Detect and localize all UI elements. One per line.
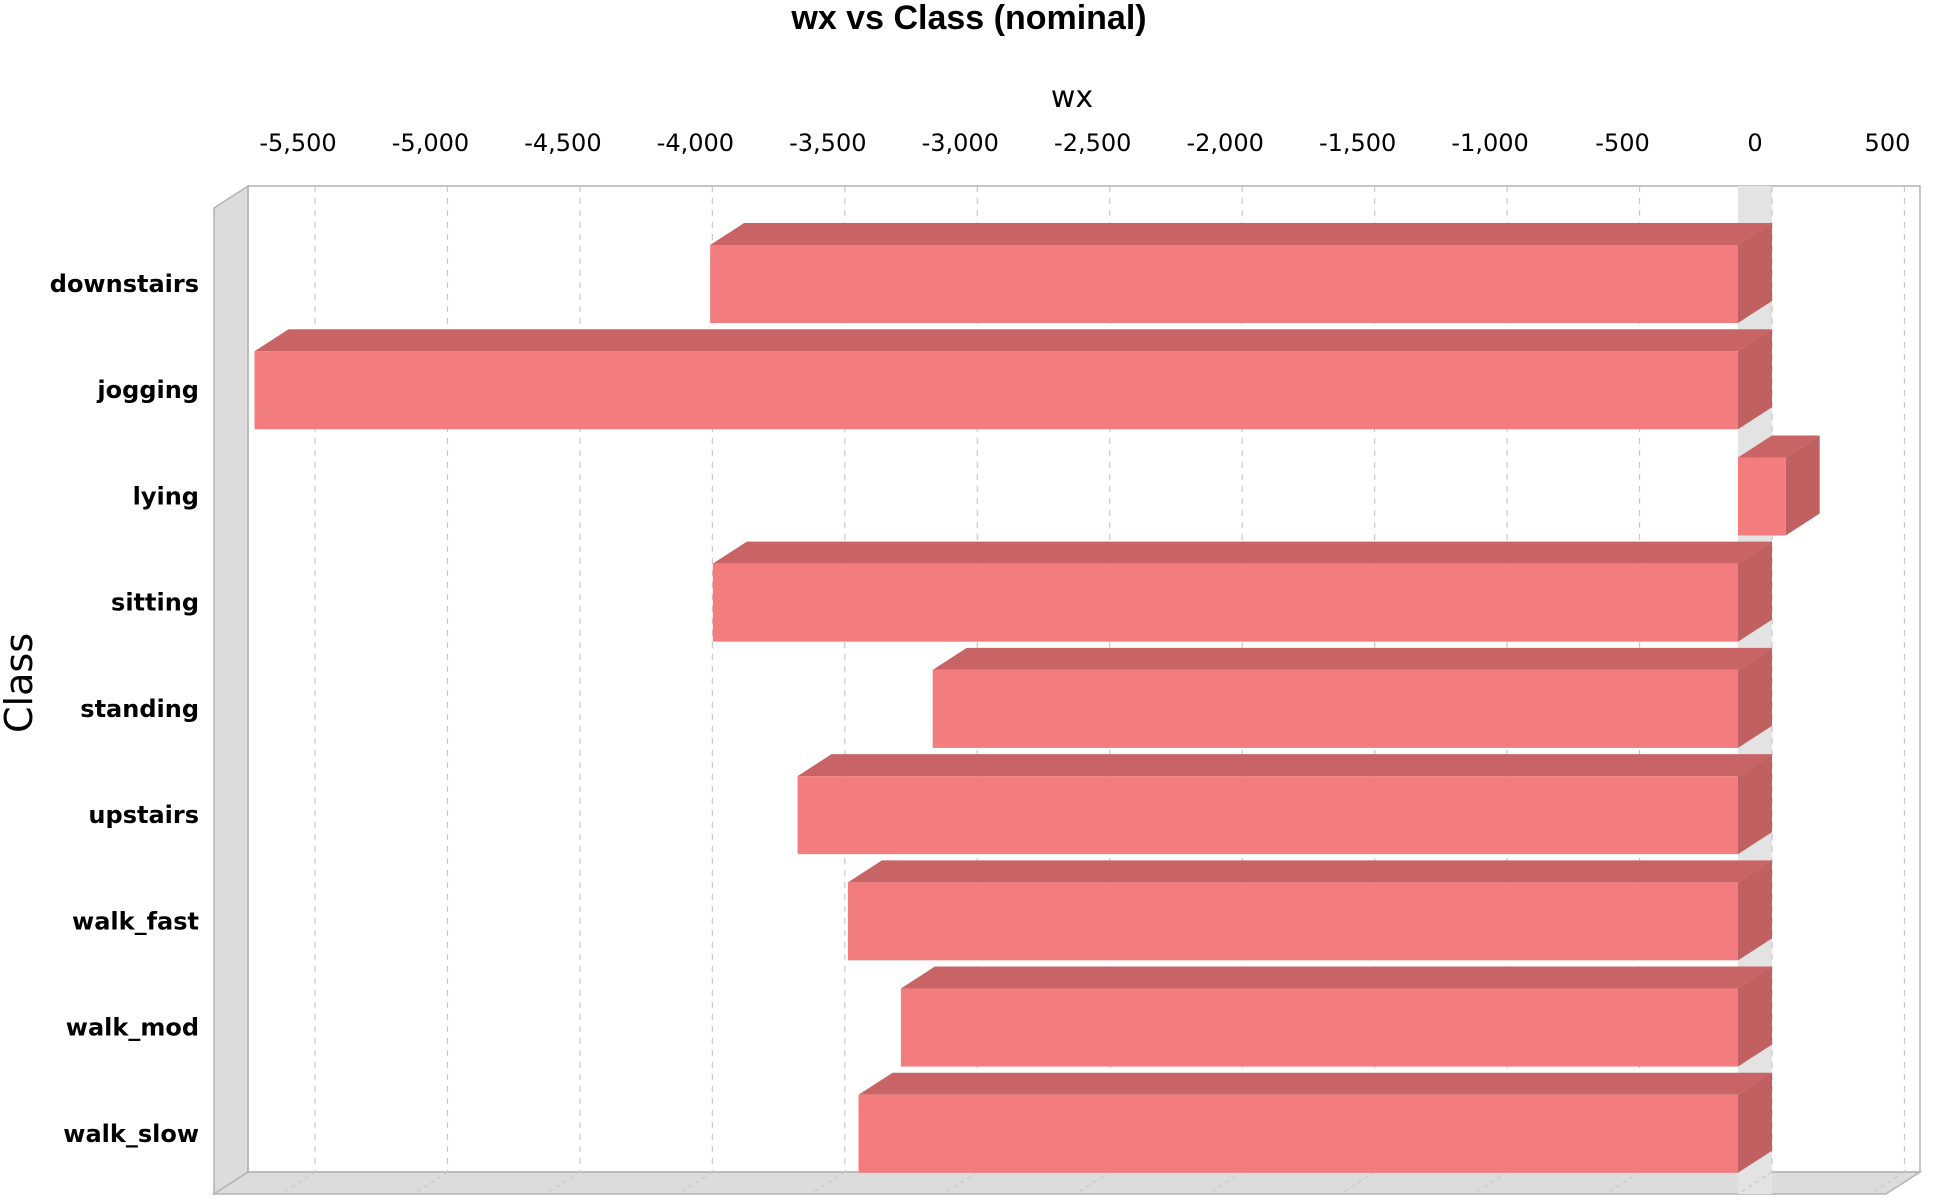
bar-walk-slow [859, 1073, 1772, 1173]
bars [255, 223, 1820, 1173]
bar-downstairs [710, 223, 1772, 323]
bar-top-face [798, 754, 1772, 776]
x-tick-label: -2,500 [1054, 129, 1131, 157]
bar-top-face [859, 1073, 1772, 1095]
x-tick-label: -2,000 [1186, 129, 1263, 157]
bar-front-face [901, 989, 1738, 1067]
bar-walk-fast [848, 860, 1772, 960]
category-label-walk-slow: walk_slow [63, 1120, 199, 1148]
x-tick-label: 500 [1865, 129, 1911, 157]
category-label-upstairs: upstairs [88, 801, 199, 829]
y-axis-label: Class [0, 633, 41, 733]
x-tick-label: 0 [1747, 129, 1762, 157]
x-tick-label: -500 [1595, 129, 1649, 157]
bar-standing [933, 648, 1772, 748]
chart-container: -5,500 -5,000 -4,500 -4,000 -3,500 -3,000 -2,5… [0, 0, 1938, 1202]
bar-front-face [255, 351, 1738, 429]
bar-top-face [933, 648, 1772, 670]
x-tick-label: -5,000 [392, 129, 469, 157]
x-tick-label: -5,500 [259, 129, 336, 157]
bar-top-face [713, 542, 1772, 564]
bar-jogging [255, 329, 1772, 429]
bar-front-face [713, 564, 1738, 642]
bar-walk-mod [901, 967, 1772, 1067]
category-label-walk-mod: walk_mod [66, 1014, 199, 1042]
category-label-sitting: sitting [111, 589, 199, 617]
category-label-walk-fast: walk_fast [72, 907, 199, 935]
x-tick-label: -4,000 [657, 129, 734, 157]
bar-top-face [710, 223, 1772, 245]
x-tick-label: -1,500 [1319, 129, 1396, 157]
category-label-jogging: jogging [96, 376, 199, 404]
left-wall [214, 186, 248, 1194]
bar-top-face [901, 967, 1772, 989]
bar-top-face [255, 329, 1772, 351]
bar-front-face [1738, 457, 1786, 535]
bar-lying [1738, 435, 1820, 535]
category-label-standing: standing [80, 695, 199, 723]
bar-front-face [710, 245, 1738, 323]
bar-upstairs [798, 754, 1772, 854]
bar-front-face [848, 882, 1738, 960]
category-label-downstairs: downstairs [50, 270, 199, 298]
bar-sitting [713, 542, 1772, 642]
x-tick-labels: -5,500 -5,000 -4,500 -4,000 -3,500 -3,000 -2,5… [259, 129, 1910, 157]
x-tick-label: -4,500 [524, 129, 601, 157]
floor [214, 1172, 1920, 1194]
x-tick-label: -3,500 [789, 129, 866, 157]
category-labels: downstairs jogging lying sitting standing ups… [50, 270, 199, 1148]
category-label-lying: lying [133, 482, 199, 510]
bar-chart: -5,500 -5,000 -4,500 -4,000 -3,500 -3,000 -2,5… [0, 0, 1938, 1202]
bar-front-face [859, 1095, 1738, 1173]
x-tick-label: -3,000 [922, 129, 999, 157]
chart-title: wx vs Class (nominal) [790, 0, 1146, 37]
x-axis-label: wx [1051, 80, 1093, 115]
x-tick-label: -1,000 [1451, 129, 1528, 157]
bar-top-face [848, 860, 1772, 882]
bar-front-face [798, 776, 1738, 854]
bar-front-face [933, 670, 1738, 748]
